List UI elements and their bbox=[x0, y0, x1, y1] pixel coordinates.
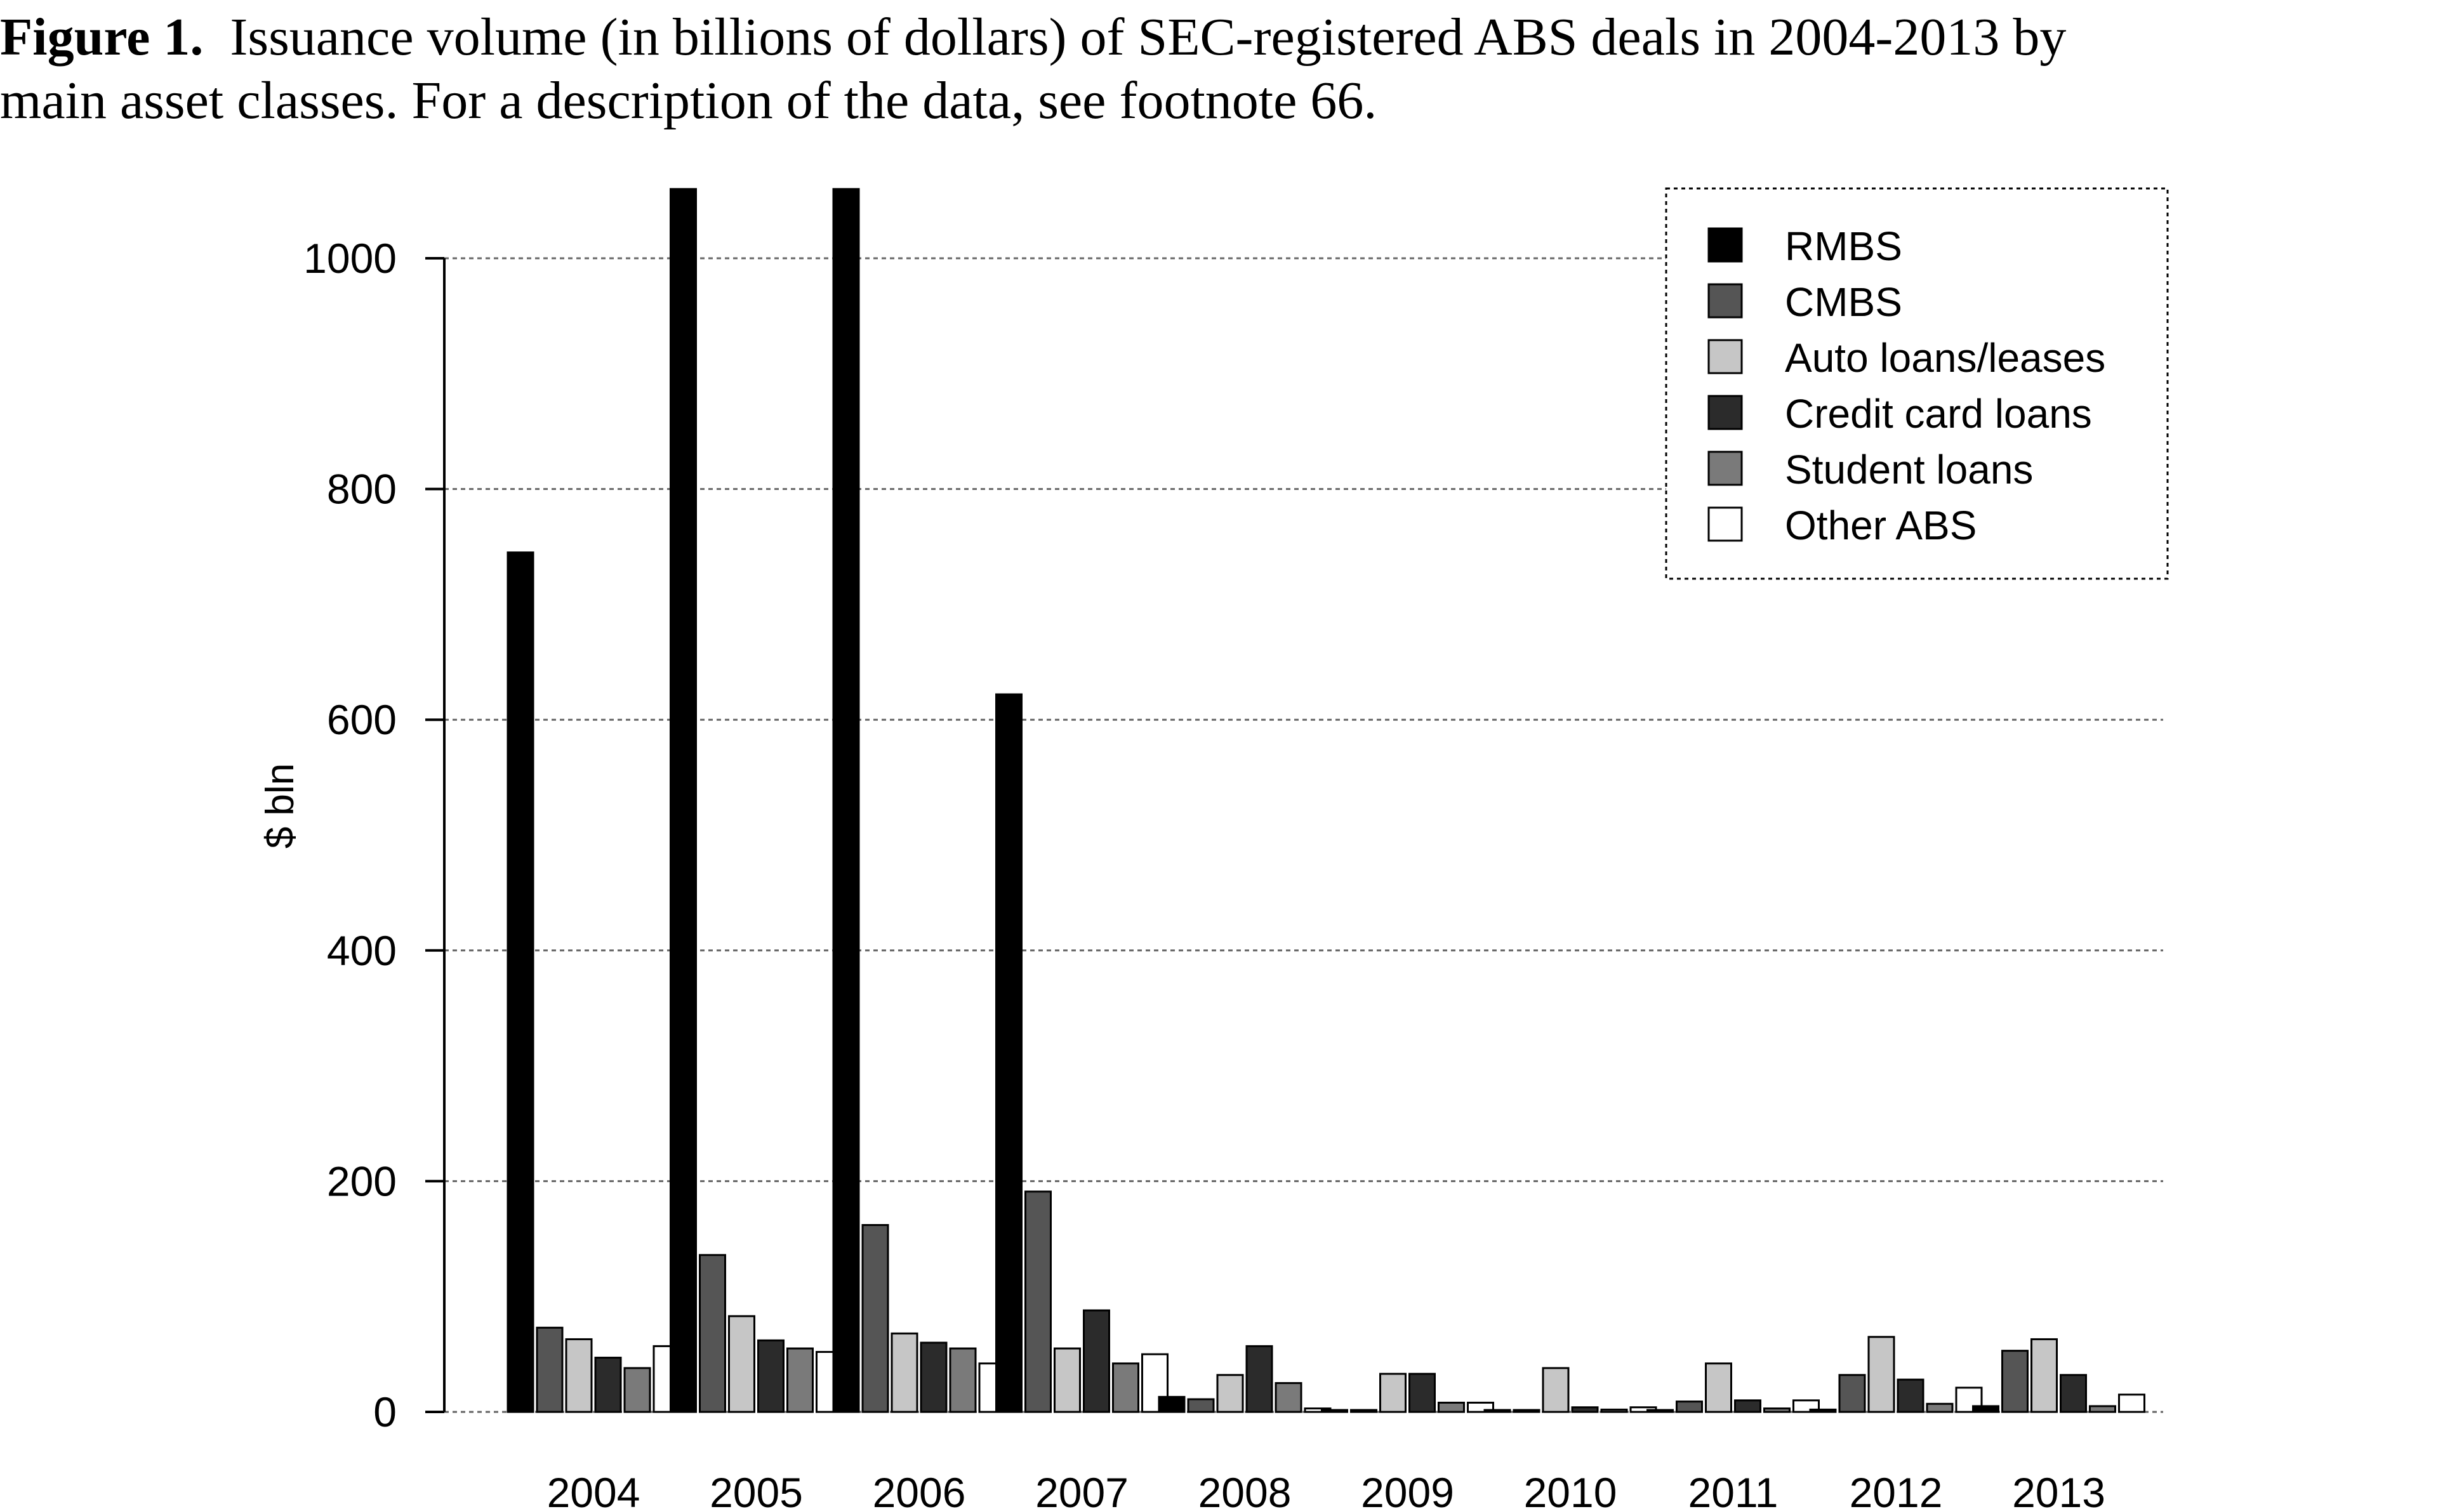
bar-student-loans-2010 bbox=[1600, 1408, 1628, 1413]
legend-box bbox=[1665, 187, 2169, 580]
y-axis: 0 200 400 600 800 1000 bbox=[303, 235, 446, 1435]
bar-rmbs-2007 bbox=[995, 693, 1023, 1413]
bar-student-loans-2006 bbox=[949, 1347, 977, 1413]
x-tick-label: 2005 bbox=[710, 1469, 803, 1509]
bar-rmbs-2011 bbox=[1646, 1409, 1674, 1413]
gridlines bbox=[444, 257, 2163, 1413]
bar-credit-card-loans-2011 bbox=[1734, 1399, 1761, 1413]
bar-cmbs-2012 bbox=[1838, 1374, 1866, 1413]
bar-rmbs-2009 bbox=[1321, 1409, 1348, 1413]
caption-line-1: Figure 1. Issuance volume (in billions o… bbox=[0, 0, 2066, 75]
bar-rmbs-2013 bbox=[1972, 1405, 1999, 1413]
legend-label: Student loans bbox=[1785, 447, 2033, 492]
y-tick-label: 200 bbox=[327, 1157, 397, 1204]
bar-student-loans-2013 bbox=[2089, 1405, 2116, 1413]
legend-label: CMBS bbox=[1785, 279, 1902, 325]
caption-line-2: main asset classes. For a description of… bbox=[0, 71, 1377, 130]
bar-cmbs-2007 bbox=[1024, 1190, 1052, 1413]
bar-other-abs-2012 bbox=[1955, 1387, 1983, 1413]
bar-student-loans-2004 bbox=[623, 1367, 651, 1413]
bar-credit-card-loans-2009 bbox=[1408, 1373, 1436, 1413]
bar-rmbs-2004 bbox=[507, 551, 534, 1413]
bar-student-loans-2008 bbox=[1275, 1382, 1302, 1413]
bar-credit-card-loans-2008 bbox=[1245, 1345, 1273, 1413]
bar-rmbs-2012 bbox=[1809, 1408, 1837, 1413]
bar-credit-card-loans-2013 bbox=[2060, 1374, 2087, 1413]
legend: RMBS CMBS Auto loans/leases Credit card loa… bbox=[1665, 187, 2169, 580]
y-axis-title: $ bln bbox=[258, 763, 302, 848]
legend-label: RMBS bbox=[1785, 223, 1902, 269]
x-tick-label: 2011 bbox=[1688, 1469, 1778, 1509]
bar-student-loans-2005 bbox=[786, 1347, 814, 1413]
bar-cmbs-2009 bbox=[1350, 1409, 1377, 1413]
x-tick-label: 2010 bbox=[1524, 1469, 1617, 1509]
x-tick-label: 2007 bbox=[1035, 1469, 1129, 1509]
y-tick-label: 1000 bbox=[303, 235, 397, 282]
bar-auto-loans-leases-2004 bbox=[565, 1338, 593, 1413]
bar-auto-loans-leases-2010 bbox=[1542, 1367, 1570, 1413]
legend-label: Other ABS bbox=[1785, 503, 1977, 548]
legend-swatch bbox=[1707, 395, 1743, 430]
x-tick-label: 2012 bbox=[1850, 1469, 1943, 1509]
bar-rmbs-2010 bbox=[1483, 1409, 1511, 1413]
bar-student-loans-2007 bbox=[1112, 1362, 1139, 1413]
caption-label: Figure 1. bbox=[0, 8, 204, 67]
x-tick-label: 2009 bbox=[1361, 1469, 1454, 1509]
bar-auto-loans-leases-2009 bbox=[1379, 1373, 1407, 1413]
y-tick-label: 600 bbox=[327, 696, 397, 743]
bar-credit-card-loans-2012 bbox=[1897, 1378, 1924, 1413]
bar-cmbs-2006 bbox=[861, 1223, 889, 1413]
bar-rmbs-2008 bbox=[1158, 1395, 1186, 1413]
x-tick-label: 2008 bbox=[1198, 1469, 1292, 1509]
bar-student-loans-2009 bbox=[1438, 1401, 1465, 1413]
bar-auto-loans-leases-2006 bbox=[891, 1332, 918, 1413]
bar-credit-card-loans-2005 bbox=[757, 1339, 785, 1413]
bar-cmbs-2008 bbox=[1187, 1398, 1215, 1413]
legend-swatch bbox=[1707, 506, 1743, 542]
x-tick-label: 2004 bbox=[547, 1469, 640, 1509]
bar-student-loans-2011 bbox=[1763, 1407, 1791, 1413]
bar-other-abs-2013 bbox=[2118, 1394, 2145, 1413]
bar-auto-loans-leases-2007 bbox=[1054, 1347, 1081, 1413]
caption-text-1: Issuance volume (in billions of dollars)… bbox=[230, 8, 2067, 67]
bar-cmbs-2013 bbox=[2001, 1350, 2029, 1413]
bar-credit-card-loans-2010 bbox=[1571, 1406, 1599, 1413]
legend-swatch bbox=[1707, 283, 1743, 319]
bar-cmbs-2011 bbox=[1676, 1400, 1703, 1413]
bar-auto-loans-leases-2011 bbox=[1705, 1362, 1732, 1413]
legend-swatch bbox=[1707, 227, 1743, 263]
bar-auto-loans-leases-2012 bbox=[1867, 1336, 1895, 1413]
bar-auto-loans-leases-2013 bbox=[2030, 1338, 2058, 1413]
bar-cmbs-2005 bbox=[699, 1254, 726, 1413]
bar-credit-card-loans-2006 bbox=[920, 1341, 948, 1413]
y-tick-label: 800 bbox=[327, 466, 397, 513]
bar-credit-card-loans-2004 bbox=[594, 1357, 622, 1413]
y-tick-label: 400 bbox=[327, 927, 397, 974]
x-tick-label: 2006 bbox=[873, 1469, 966, 1509]
legend-swatch bbox=[1707, 451, 1743, 486]
legend-label: Auto loans/leases bbox=[1785, 335, 2105, 381]
bar-cmbs-2004 bbox=[536, 1326, 564, 1413]
bar-auto-loans-leases-2005 bbox=[728, 1315, 755, 1413]
x-axis-labels: 2004 2005 2006 2007 2008 2009 2010 2011 2012 2013 bbox=[547, 1469, 2105, 1509]
bar-cmbs-2010 bbox=[1513, 1409, 1540, 1413]
bars bbox=[507, 188, 2145, 1413]
legend-label: Credit card loans bbox=[1785, 391, 2092, 437]
bar-student-loans-2012 bbox=[1926, 1402, 1954, 1413]
bar-rmbs-2005 bbox=[670, 188, 697, 1413]
bar-credit-card-loans-2007 bbox=[1083, 1309, 1110, 1413]
bar-rmbs-2006 bbox=[832, 188, 860, 1413]
y-tick-label: 0 bbox=[373, 1388, 397, 1435]
x-tick-label: 2013 bbox=[2012, 1469, 2105, 1509]
bar-auto-loans-leases-2008 bbox=[1216, 1374, 1244, 1413]
legend-swatch bbox=[1707, 339, 1743, 374]
